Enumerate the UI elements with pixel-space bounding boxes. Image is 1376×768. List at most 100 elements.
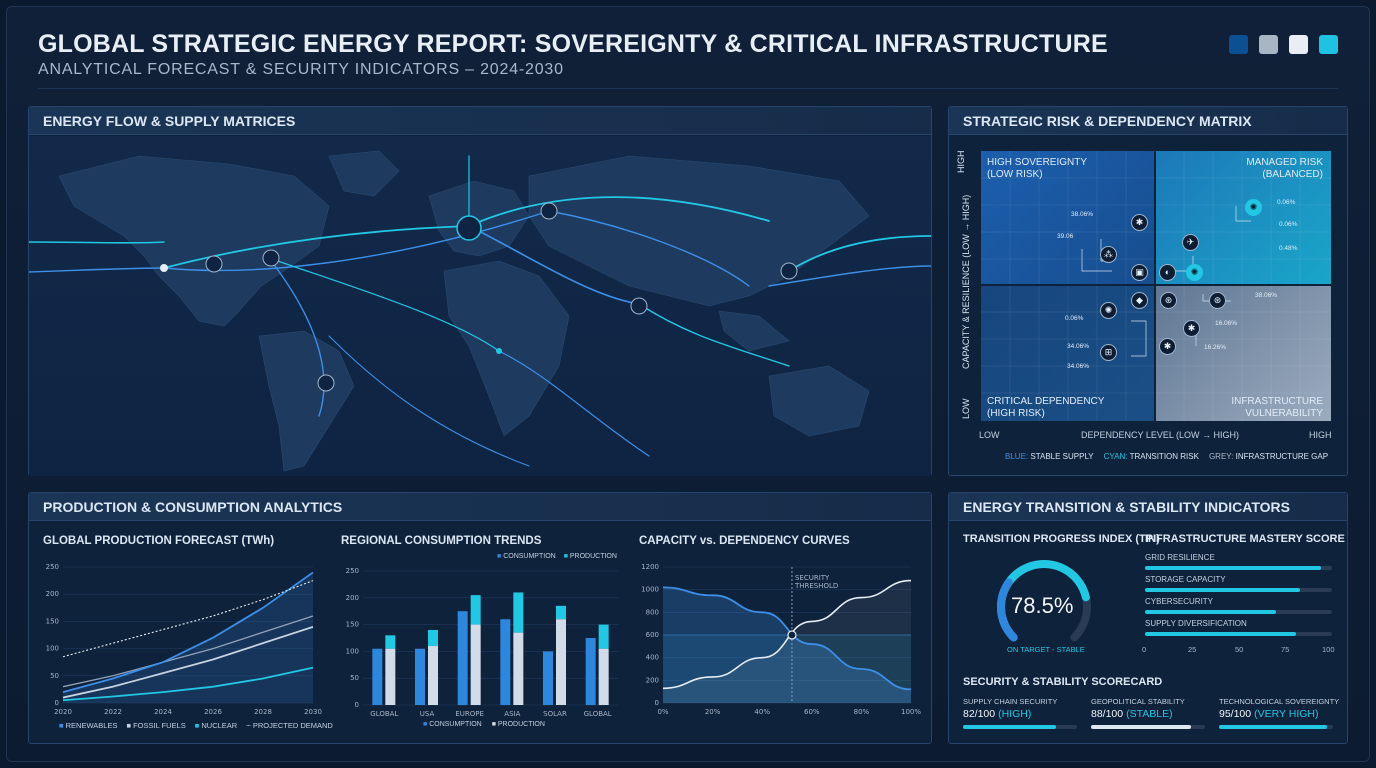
series-line-fossil-fuels: [62, 625, 314, 699]
matrix-grid: [981, 151, 1331, 421]
x-tick-label: 2028: [254, 708, 272, 716]
tpi-gauge: [997, 560, 1091, 642]
y-tick-label: 1200: [641, 563, 659, 571]
y-tick-label: 0: [355, 701, 359, 709]
asset-icon-oil[interactable]: ◐: [1159, 264, 1176, 281]
asset-icon-turbine[interactable]: ✈: [1182, 234, 1199, 251]
scorecard-bar-fill: [963, 725, 1057, 729]
series-line: [62, 615, 314, 688]
mastery-row-label: GRID RESILIENCE: [1145, 553, 1215, 562]
legend-gap: GREY: INFRASTRUCTURE GAP: [1208, 452, 1329, 461]
asset-value: 38.06%: [1071, 211, 1094, 218]
asset-icon-solar-panel[interactable]: ✺: [1100, 302, 1117, 319]
swatch-cyan[interactable]: [1319, 35, 1338, 54]
europe: [428, 180, 530, 257]
legend-transition: CYAN: TRANSITION RISK: [1103, 452, 1199, 461]
x-tick-label: GLOBAL: [584, 710, 612, 718]
quadrant-label-bottom-right: INFRASTRUCTURE VULNERABILITY: [1231, 396, 1323, 419]
legend-renewables: ■ RENEWABLES: [59, 721, 118, 730]
mastery-row-label: STORAGE CAPACITY: [1145, 575, 1226, 584]
north-america: [58, 155, 330, 327]
x-tick-label: 2030: [304, 708, 322, 716]
analytics-panel: PRODUCTION & CONSUMPTION ANALYTICS GLOBA…: [28, 492, 932, 744]
flow-route: [468, 196, 770, 227]
flow-route: [29, 241, 165, 244]
bar-production-cap: [470, 595, 481, 625]
theme-swatches: [1229, 35, 1338, 54]
node-marker[interactable]: [780, 262, 798, 280]
mastery-bar-fill: [1145, 588, 1301, 592]
bar-production: [428, 646, 438, 705]
asset-icon-nuclear[interactable]: ⊛: [1160, 292, 1177, 309]
x-tick-label: 20%: [705, 708, 721, 716]
node-marker[interactable]: [456, 215, 482, 241]
asset-value: 0.06%: [1277, 199, 1296, 206]
asset-value: 38.06%: [1255, 292, 1278, 299]
asset-icon-hydro[interactable]: ✺: [1186, 264, 1203, 281]
consumption-legend-top: ■ CONSUMPTION ■ PRODUCTION: [497, 553, 617, 560]
node-marker[interactable]: [540, 202, 558, 220]
swatch-white[interactable]: [1289, 35, 1308, 54]
consumption-legend-bottom: ■ CONSUMPTION ■ PRODUCTION: [423, 721, 545, 728]
threshold-label: SECURITY: [795, 574, 830, 582]
asset-icon-flame[interactable]: ◆: [1131, 292, 1148, 309]
flow-route: [788, 235, 931, 272]
y-tick-label: 250: [46, 563, 59, 571]
node-marker[interactable]: [630, 297, 648, 315]
node-marker[interactable]: [205, 255, 223, 273]
node-marker[interactable]: [262, 249, 280, 267]
bar-consumption: [415, 648, 425, 705]
asset-icon-substation[interactable]: ✱: [1159, 338, 1176, 355]
flow-route: [163, 225, 470, 269]
bar-consumption: [543, 651, 553, 705]
mastery-title: INFRASTRUCTURE MASTERY SCORE: [1145, 533, 1345, 545]
x-tick-label: 100%: [901, 708, 921, 716]
asset-icon-grid[interactable]: ⁂: [1100, 246, 1117, 263]
asset-value: 0.06%: [1065, 315, 1084, 322]
node-marker[interactable]: [160, 264, 168, 272]
x-tick-label: 60%: [804, 708, 820, 716]
threshold-label: THRESHOLD: [794, 582, 838, 590]
bar-consumption: [457, 611, 468, 705]
y-tick-label: 200: [346, 594, 359, 602]
asset-icon-pipeline[interactable]: ⊛: [1209, 292, 1226, 309]
y-axis-label: CAPACITY & RESILIENCE (LOW → HIGH): [961, 194, 971, 369]
y-tick-label: 50: [350, 674, 359, 682]
matrix-quadrant-top-left: [981, 151, 1155, 285]
node-marker[interactable]: [496, 348, 502, 354]
risk-matrix-panel: STRATEGIC RISK & DEPENDENCY MATRIX HIGH …: [948, 106, 1348, 476]
greenland: [328, 150, 400, 197]
production-forecast-chart: 0 50 100 150 200 250 2020 2022 2024 2026 2028 2030: [46, 563, 322, 716]
mastery-bar-fill: [1145, 610, 1276, 614]
y-tick-label: 600: [646, 631, 659, 639]
bar-production: [513, 632, 524, 705]
scorecard-value: 88/100 (STABLE): [1091, 708, 1173, 720]
x-tick-label: 0%: [657, 708, 668, 716]
swatch-navy[interactable]: [1229, 35, 1248, 54]
x-tick-label: 80%: [854, 708, 870, 716]
asset-icon-plant[interactable]: ▣: [1131, 264, 1148, 281]
asset-icon-wind[interactable]: ✱: [1131, 214, 1148, 231]
node-marker[interactable]: [317, 374, 335, 392]
asset-icon-wind-farm[interactable]: ✱: [1183, 320, 1200, 337]
asset-value: 34.06%: [1067, 363, 1090, 370]
production-chart-title: GLOBAL PRODUCTION FORECAST (TWh): [43, 535, 275, 547]
mastery-bar-track: [1145, 566, 1332, 570]
asset-icon-solar[interactable]: ✺: [1245, 199, 1262, 216]
flow-nodes: [160, 202, 798, 392]
series-line-projected-demand: [62, 580, 314, 658]
indicators-panel: ENERGY TRANSITION & STABILITY INDICATORS…: [948, 492, 1348, 744]
mastery-bar-fill: [1145, 566, 1321, 570]
y-tick-label: 400: [646, 654, 659, 662]
renewables-area: [63, 572, 313, 703]
bar-production-cap: [598, 624, 609, 649]
indicators-title: ENERGY TRANSITION & STABILITY INDICATORS: [949, 493, 1347, 521]
y-tick-label: 0: [55, 699, 59, 707]
asset-value: 16.06%: [1215, 320, 1238, 327]
y-tick-label: 150: [46, 617, 59, 625]
energy-flow-panel: ENERGY FLOW & SUPPLY MATRICES: [28, 106, 932, 476]
asset-icon-factory[interactable]: ⊞: [1100, 344, 1117, 361]
x-tick-label: 2022: [104, 708, 122, 716]
scorecard-value: 82/100 (HIGH): [963, 708, 1032, 720]
swatch-grey[interactable]: [1259, 35, 1278, 54]
